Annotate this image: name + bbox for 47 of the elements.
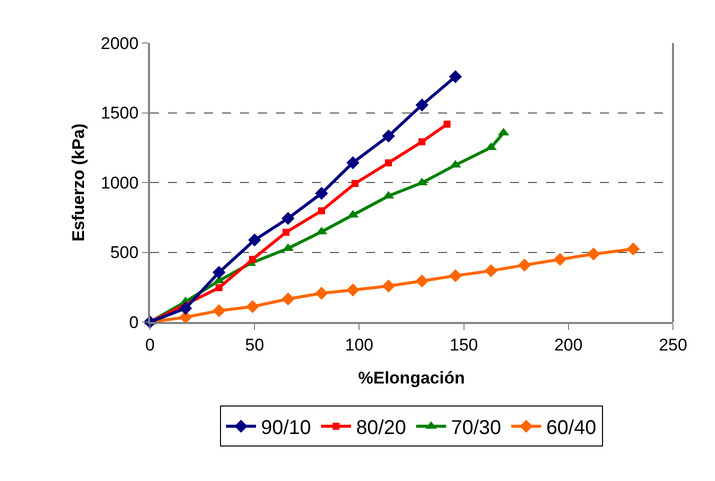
legend-label: 90/10 (261, 417, 312, 439)
point (346, 156, 360, 170)
point (415, 98, 428, 112)
point (518, 258, 531, 272)
x-tick-label: 50 (245, 335, 264, 354)
legend-label: 60/40 (546, 417, 596, 439)
point (484, 264, 498, 278)
x-tick-label: 250 (658, 335, 688, 354)
point (179, 302, 192, 315)
x-tick-label: 0 (145, 335, 155, 354)
point (587, 248, 600, 261)
point (249, 256, 256, 263)
point (448, 269, 462, 282)
point (282, 292, 295, 306)
legend-label: 80/20 (356, 417, 406, 439)
point (282, 228, 290, 236)
point (248, 233, 262, 246)
point (382, 280, 395, 293)
point (444, 120, 451, 128)
point (282, 212, 295, 225)
y-tick-label: 0 (129, 312, 139, 332)
x-tick-label: 150 (450, 335, 478, 354)
point (415, 274, 428, 288)
point (352, 180, 359, 187)
point (418, 138, 426, 146)
legend-label: 70/30 (451, 417, 502, 439)
y-tick-label: 500 (110, 243, 139, 262)
point (315, 186, 328, 200)
point (212, 304, 226, 318)
point (315, 286, 328, 300)
y-tick-label: 1500 (100, 104, 139, 123)
point (626, 242, 640, 256)
point (318, 207, 326, 214)
point (384, 159, 392, 166)
point (346, 284, 360, 297)
point (382, 130, 395, 143)
x-axis-title: %Elongación (358, 368, 465, 388)
point (448, 70, 462, 84)
y-axis-title: Esfuerzo (kPa) (68, 123, 88, 242)
y-tick-label: 1000 (100, 173, 139, 192)
y-tick-label: 2000 (100, 34, 139, 53)
point (212, 266, 226, 279)
point (554, 252, 567, 266)
x-tick-label: 100 (345, 335, 374, 354)
point (246, 300, 260, 314)
point (216, 284, 223, 292)
x-tick-label: 200 (554, 335, 583, 354)
